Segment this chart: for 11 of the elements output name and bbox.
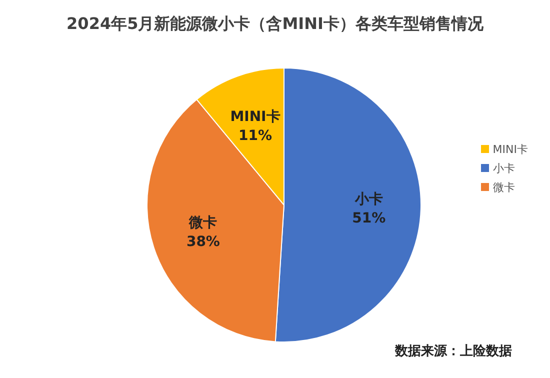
source-note: 数据来源：上险数据 [395, 343, 512, 360]
chart-title: 2024年5月新能源微小卡（含MINI卡）各类车型销售情况 [66, 14, 484, 35]
legend-label: 小卡 [492, 162, 515, 175]
slice-label: 微卡 [188, 215, 218, 232]
slice-label: MINI卡 [230, 109, 280, 126]
legend-label: MINI卡 [492, 143, 528, 156]
data-label: 51% [352, 210, 386, 227]
legend-label: 微卡 [492, 181, 515, 194]
slice-label: 小卡 [354, 192, 383, 208]
data-label: 38% [186, 234, 220, 250]
data-label: 11% [238, 128, 272, 144]
